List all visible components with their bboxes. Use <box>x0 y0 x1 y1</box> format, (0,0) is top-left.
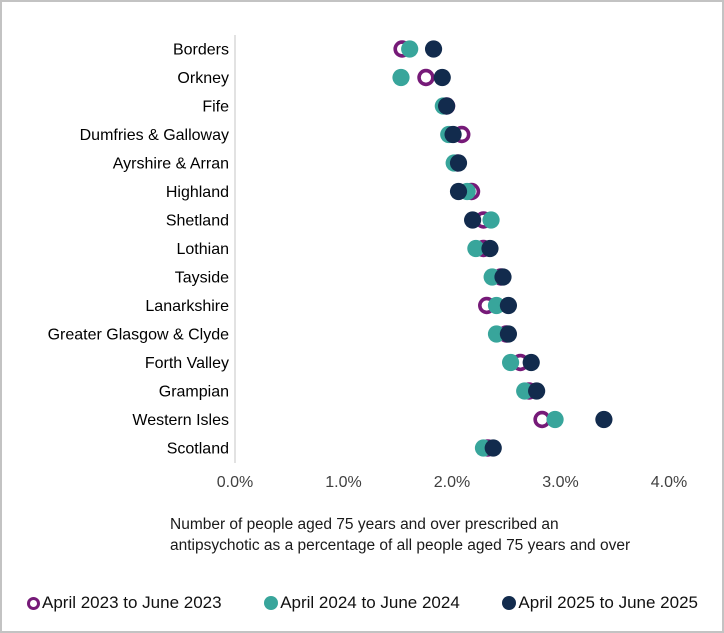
data-point <box>522 353 540 372</box>
category-label: Highland <box>166 184 229 201</box>
legend: April 2023 to June 2023 April 2024 to Ju… <box>27 593 698 613</box>
x-tick-label: 2.0% <box>434 474 470 491</box>
legend-label-2023: April 2023 to June 2023 <box>42 593 222 612</box>
legend-label-2024: April 2024 to June 2024 <box>280 593 460 612</box>
data-point <box>499 325 518 343</box>
data-point <box>467 239 485 258</box>
category-label: Lothian <box>177 241 230 258</box>
data-point <box>487 296 506 315</box>
data-point <box>424 40 443 58</box>
data-point <box>499 296 518 315</box>
data-point <box>494 268 512 286</box>
category-label: Western Isles <box>132 412 229 429</box>
category-label: Shetland <box>166 213 229 230</box>
data-point <box>501 353 520 372</box>
data-point <box>528 382 546 400</box>
category-label: Grampian <box>159 384 229 401</box>
category-label: Greater Glasgow & Clyde <box>48 327 230 344</box>
category-label: Lanarkshire <box>145 298 229 315</box>
legend-label-2025: April 2025 to June 2025 <box>518 593 698 612</box>
x-tick-label: 0.0% <box>217 474 253 491</box>
legend-item-2025: April 2025 to June 2025 <box>502 593 698 613</box>
category-label: Ayrshire & Arran <box>113 156 229 173</box>
data-point <box>433 68 451 87</box>
data-point <box>449 154 468 172</box>
dot-plot: Borders Orkney Fife Dumfries & Galloway Ayrs… <box>48 35 687 491</box>
legend-item-2024: April 2024 to June 2024 <box>264 593 460 613</box>
data-point <box>417 68 435 87</box>
category-label: Orkney <box>177 70 229 87</box>
data-point <box>401 40 419 58</box>
category-label: Forth Valley <box>145 355 229 372</box>
open-circle-marker-icon <box>27 596 40 610</box>
category-label: Scotland <box>167 441 229 458</box>
legend-item-2023: April 2023 to June 2023 <box>27 593 222 613</box>
data-point <box>444 125 462 144</box>
category-label: Dumfries & Galloway <box>80 127 229 144</box>
data-point <box>546 410 564 429</box>
data-point <box>481 239 499 258</box>
filled-circle-marker-icon <box>502 596 517 610</box>
data-point <box>484 439 502 457</box>
x-tick-label: 4.0% <box>651 474 687 491</box>
data-point <box>437 97 456 115</box>
data-point <box>482 211 500 229</box>
x-tick-label: 1.0% <box>325 474 361 491</box>
data-point <box>595 410 613 429</box>
x-axis-title: Number of people aged 75 years and over … <box>170 514 630 556</box>
data-point <box>487 325 506 343</box>
data-point <box>516 382 534 400</box>
category-label: Fife <box>202 99 229 116</box>
x-tick-label: 3.0% <box>542 474 578 491</box>
x-axis-title-line1: Number of people aged 75 years and over … <box>170 516 559 533</box>
category-label: Tayside <box>175 270 229 287</box>
x-axis-title-line2: antipsychotic as a percentage of all peo… <box>170 537 631 554</box>
data-point <box>392 68 410 87</box>
filled-circle-marker-icon <box>264 596 279 610</box>
data-point <box>464 211 482 229</box>
category-label: Borders <box>173 42 229 59</box>
data-point <box>449 182 468 201</box>
